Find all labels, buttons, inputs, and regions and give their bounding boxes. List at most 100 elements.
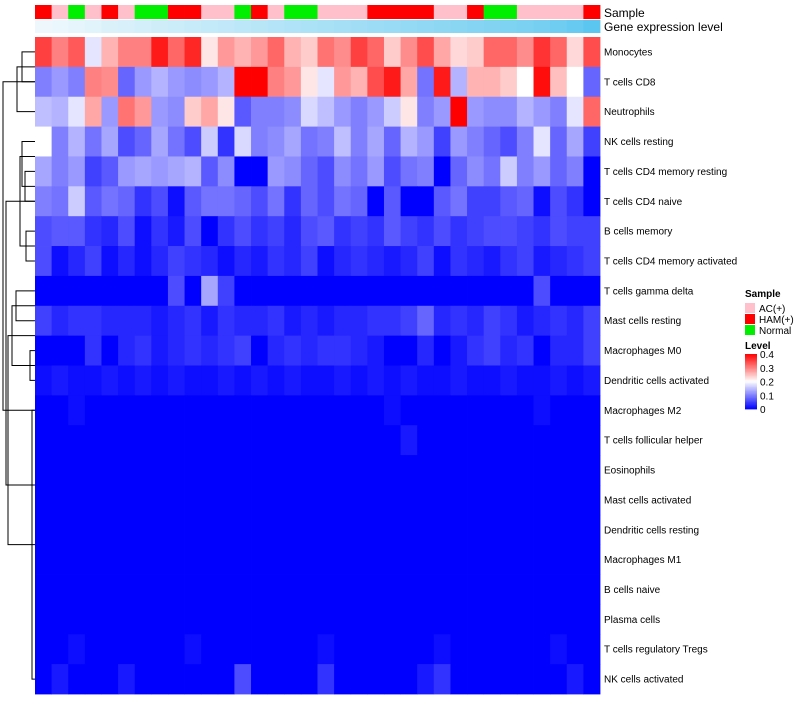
heatmap-cell [51, 156, 69, 187]
heatmap-cell [84, 514, 102, 546]
heatmap-cell [533, 544, 551, 575]
heatmap-cell [217, 514, 235, 546]
heatmap-cell [433, 96, 451, 127]
heatmap-cell [151, 275, 169, 307]
heatmap-cell [383, 96, 401, 127]
heatmap-cell [134, 305, 152, 337]
heatmap-cell [184, 365, 202, 396]
heatmap-cell [234, 96, 252, 127]
dendrogram-branch [5, 200, 35, 486]
heatmap-cell [118, 66, 136, 98]
heatmap-cell [35, 634, 53, 665]
heatmap-cell [51, 186, 69, 217]
heatmap-cell [550, 216, 568, 247]
heatmap-cell [450, 335, 468, 366]
heatmap-cell [417, 514, 435, 546]
heatmap-cell [433, 66, 451, 98]
heatmap-cell [234, 395, 252, 426]
heatmap-cell [68, 126, 86, 157]
level-legend-tick-label: 0.1 [760, 391, 774, 402]
heatmap-cell [334, 156, 352, 187]
heatmap-cell [284, 156, 302, 187]
heatmap-cell [417, 544, 435, 575]
heatmap-cell [234, 514, 252, 546]
heatmap-cell [151, 395, 169, 426]
heatmap-cell [383, 275, 401, 307]
heatmap-cell [217, 365, 235, 396]
heatmap-cell [400, 246, 418, 277]
heatmap-cell [483, 574, 501, 605]
heatmap-cell [467, 544, 485, 575]
heatmap-cell [217, 574, 235, 605]
heatmap-cell [184, 604, 202, 635]
expression-annotation-cell [417, 20, 435, 33]
level-legend-tick-label: 0 [760, 405, 766, 416]
heatmap-cell [101, 455, 119, 486]
heatmap-cell [350, 126, 368, 157]
heatmap-cell [51, 365, 69, 396]
sample-annotation-cell [400, 5, 418, 19]
heatmap-cell [367, 186, 385, 217]
heatmap-cell [583, 425, 601, 456]
heatmap-cell [583, 246, 601, 277]
heatmap-cell [334, 365, 352, 396]
heatmap-cell [101, 156, 119, 187]
heatmap-cell [184, 246, 202, 277]
heatmap-cell [217, 96, 235, 127]
heatmap-cell [84, 455, 102, 486]
heatmap-cell [550, 126, 568, 157]
heatmap-cell [267, 395, 285, 426]
heatmap-cell [583, 365, 601, 396]
heatmap-cell [400, 216, 418, 247]
heatmap-cell [533, 246, 551, 277]
heatmap-cell [300, 305, 318, 337]
heatmap-cell [367, 275, 385, 307]
heatmap-cell [300, 455, 318, 486]
heatmap-cell [367, 425, 385, 456]
heatmap-cell [134, 96, 152, 127]
heatmap-cell [400, 664, 418, 695]
heatmap-cell [450, 634, 468, 665]
heatmap-cell [550, 37, 568, 68]
heatmap-cell [251, 186, 269, 217]
heatmap-cell [533, 186, 551, 217]
heatmap-cell [383, 126, 401, 157]
heatmap-cell [566, 335, 584, 366]
heatmap-cell [51, 664, 69, 695]
sample-annotation-cell [151, 5, 169, 19]
heatmap-cell [167, 574, 185, 605]
heatmap-cell [101, 425, 119, 456]
heatmap-cell [334, 664, 352, 695]
heatmap-cell [234, 604, 252, 635]
sample-annotation-cell [450, 5, 468, 19]
heatmap-cell [583, 275, 601, 307]
heatmap-cell [500, 604, 518, 635]
heatmap-cell [467, 305, 485, 337]
heatmap-cell [68, 246, 86, 277]
heatmap-cell [251, 246, 269, 277]
heatmap-cell [68, 574, 86, 605]
level-legend-gradient-step [745, 385, 757, 388]
heatmap-cell [251, 365, 269, 396]
row-label: Macrophages M0 [604, 346, 682, 357]
heatmap-cell [467, 664, 485, 695]
heatmap-cell [101, 395, 119, 426]
heatmap-cell [317, 126, 335, 157]
heatmap-cell [350, 395, 368, 426]
heatmap-cell [201, 335, 219, 366]
level-legend-gradient-step [745, 363, 757, 366]
heatmap-cell [284, 455, 302, 486]
heatmap-cell [367, 544, 385, 575]
heatmap-cell [467, 335, 485, 366]
heatmap-cell [467, 37, 485, 68]
expression-annotation-cell [68, 20, 86, 33]
heatmap-cell [284, 425, 302, 456]
heatmap-cell [450, 484, 468, 516]
row-label: Mast cells activated [604, 495, 691, 506]
heatmap-cell [217, 544, 235, 575]
heatmap-cell [134, 126, 152, 157]
heatmap-cell [84, 275, 102, 307]
heatmap-cell [317, 186, 335, 217]
heatmap-cell [184, 544, 202, 575]
heatmap-cell [134, 484, 152, 516]
